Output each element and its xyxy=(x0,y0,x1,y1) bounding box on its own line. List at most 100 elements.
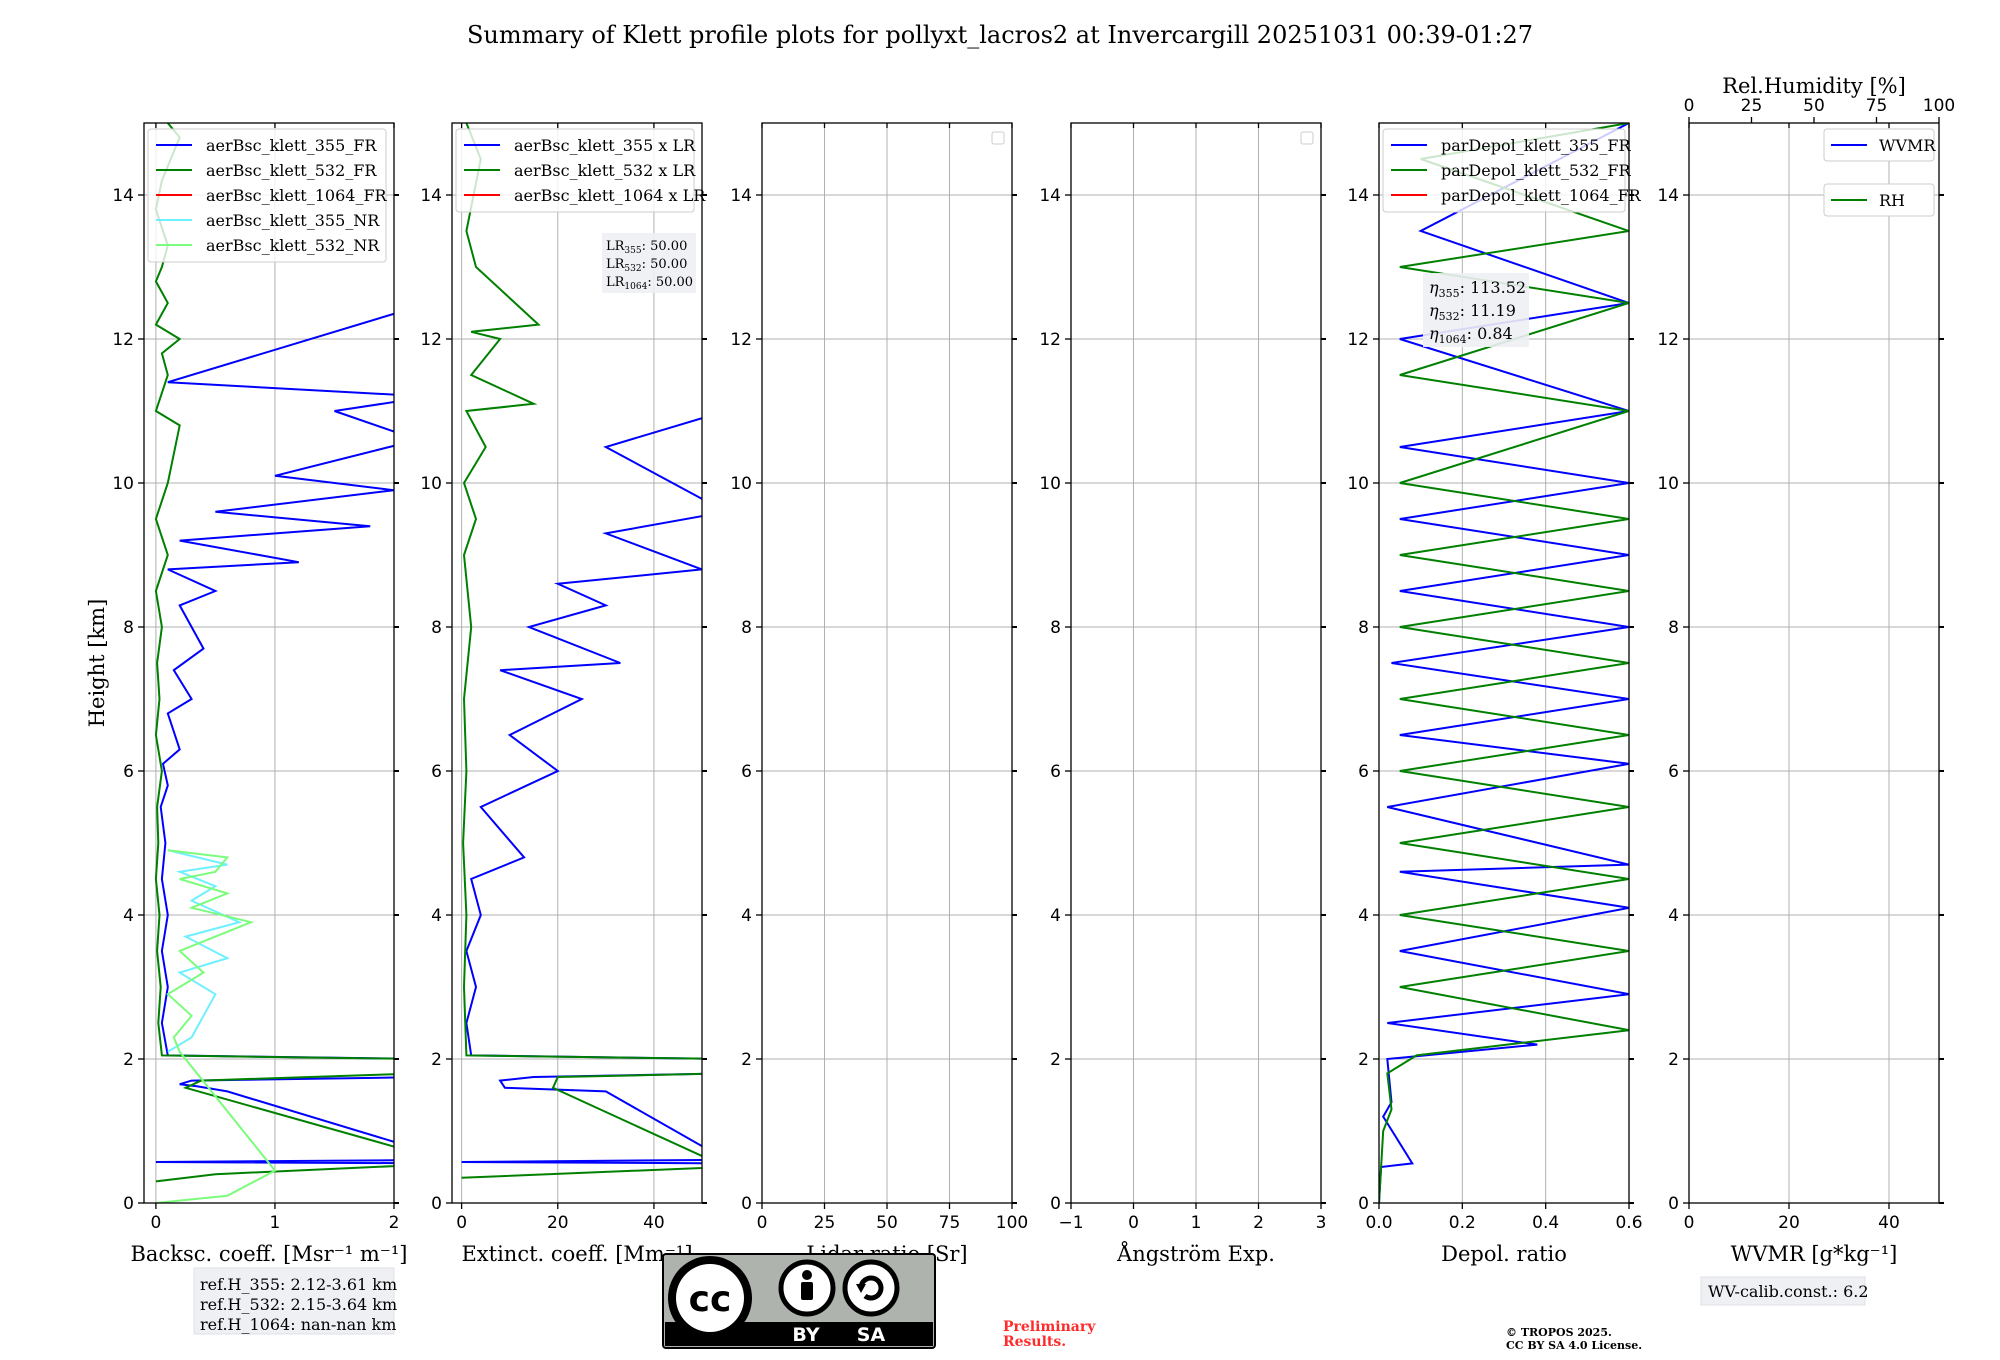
y-tick-label: 10 xyxy=(420,474,442,494)
panel-extinction: 0 20 40 0 2 4 6 8 10 12 14 Extinct. coeff. [Mm⁻¹] ae… xyxy=(420,122,707,1266)
x-axis-label: Depol. ratio xyxy=(1441,1242,1567,1266)
y-tick-label: 14 xyxy=(420,186,442,206)
axes-frame xyxy=(143,122,395,1204)
sa-share-icon xyxy=(842,1259,900,1317)
y-axis-label: Height [km] xyxy=(85,599,109,728)
series-aerBsc_klett_355_NR xyxy=(167,849,243,1053)
y-tick-label: 10 xyxy=(112,474,134,494)
x-tick-label: 0 xyxy=(757,1213,768,1233)
x-tick-label: 40 xyxy=(1878,1213,1900,1233)
y-tick-label: 8 xyxy=(1050,618,1061,638)
top-tick-label: 50 xyxy=(1803,96,1825,116)
y-tick-label: 2 xyxy=(741,1050,752,1070)
x-tick-label: 0 xyxy=(456,1213,467,1233)
lr-value: LR532: 50.00 xyxy=(606,257,687,274)
x-tick-label: 1 xyxy=(1191,1213,1202,1233)
y-tick-label: 14 xyxy=(1039,186,1061,206)
legend-label: aerBsc_klett_532_FR xyxy=(206,161,377,180)
panel-wvmr: 0 20 40 0 2 4 6 8 10 12 14 WVMR [g*kg⁻¹] 0 25 50 75 100 R… xyxy=(1657,74,1955,1266)
x-tick-label: 100 xyxy=(996,1213,1028,1233)
x-tick-label: 0.0 xyxy=(1365,1213,1392,1233)
y-tick-label: 6 xyxy=(1050,762,1061,782)
y-tick-label: 8 xyxy=(431,618,442,638)
x-axis-label: Backsc. coeff. [Msr⁻¹ m⁻¹] xyxy=(131,1242,408,1266)
empty-legend xyxy=(991,131,1005,145)
legend-label: aerBsc_klett_355 x LR xyxy=(514,136,696,155)
y-tick-label: 12 xyxy=(112,330,134,350)
y-tick-label: 4 xyxy=(741,906,752,926)
legend-label: aerBsc_klett_355_FR xyxy=(206,136,377,155)
x-tick-label: −1 xyxy=(1058,1213,1083,1233)
series-aerBsc_klett_532 x LR xyxy=(461,123,702,1179)
y-tick-label: 0 xyxy=(1668,1194,1679,1214)
y-tick-label: 10 xyxy=(1657,474,1679,494)
y-tick-label: 6 xyxy=(123,762,134,782)
y-tick-label: 6 xyxy=(1358,762,1369,782)
refheight-box: ref.H_355: 2.12-3.61 km ref.H_532: 2.15-… xyxy=(193,1267,397,1335)
y-tick-label: 0 xyxy=(741,1194,752,1214)
x-tick-label: 3 xyxy=(1316,1213,1327,1233)
series-aerBsc_klett_355_FR xyxy=(155,312,394,1165)
x-tick-label: 2 xyxy=(389,1213,400,1233)
x-tick-label: 0 xyxy=(150,1213,161,1233)
figure-title: Summary of Klett profile plots for polly… xyxy=(467,21,1533,49)
cc-license-logo: cc BY SA xyxy=(662,1253,936,1349)
y-tick-label: 2 xyxy=(1358,1050,1369,1070)
y-tick-label: 0 xyxy=(431,1194,442,1214)
by-label: BY xyxy=(792,1324,819,1346)
x-tick-label: 0 xyxy=(1684,1213,1695,1233)
legend-label: aerBsc_klett_355_NR xyxy=(206,211,380,230)
x-tick-label: 75 xyxy=(939,1213,961,1233)
series-group xyxy=(154,123,394,1203)
legend-box xyxy=(1382,128,1626,213)
lr-value: LR1064: 50.00 xyxy=(606,275,693,292)
y-tick-label: 10 xyxy=(1039,474,1061,494)
legend-box xyxy=(455,128,695,213)
y-tick-label: 14 xyxy=(112,186,134,206)
legend-label: RH xyxy=(1879,191,1905,210)
copyright-line-1: © TROPOS 2025. xyxy=(1506,1326,1612,1339)
y-tick-label: 6 xyxy=(741,762,752,782)
legend-label: parDepol_klett_532_FR xyxy=(1441,161,1632,180)
eta-value: η355: 113.52 xyxy=(1429,278,1526,300)
preliminary-label-2: Results. xyxy=(1003,1334,1066,1350)
refheight-1064: ref.H_1064: nan-nan km xyxy=(200,1315,396,1334)
legend-label: aerBsc_klett_532_NR xyxy=(206,236,380,255)
x-tick-label: 0.4 xyxy=(1532,1213,1559,1233)
series-aerBsc_klett_355 x LR xyxy=(461,417,702,1165)
y-tick-label: 12 xyxy=(1657,330,1679,350)
eta-value: η1064: 0.84 xyxy=(1429,324,1513,346)
panel-depol: 0.0 0.2 0.4 0.6 0 2 4 6 8 10 12 14 Depol. ratio parDe… xyxy=(1347,122,1643,1266)
series-aerBsc_klett_532_NR xyxy=(155,849,277,1203)
wv-calib-text: WV-calib.const.: 6.2 xyxy=(1708,1282,1869,1301)
y-tick-label: 8 xyxy=(123,618,134,638)
y-tick-label: 4 xyxy=(1050,906,1061,926)
sa-label: SA xyxy=(857,1324,886,1346)
x-tick-label: 0.2 xyxy=(1449,1213,1476,1233)
cc-logo-text: cc xyxy=(689,1279,732,1320)
x-tick-label: 40 xyxy=(643,1213,665,1233)
top-tick-label: 75 xyxy=(1866,96,1888,116)
x-tick-label: 0.6 xyxy=(1615,1213,1642,1233)
top-tick-label: 25 xyxy=(1741,96,1763,116)
legend-label: parDepol_klett_1064_FR xyxy=(1441,186,1642,205)
series-group xyxy=(461,123,702,1179)
legend-box xyxy=(1823,183,1935,217)
x-axis-label: Extinct. coeff. [Mm⁻¹] xyxy=(461,1242,692,1266)
legend: parDepol_klett_355_FR parDepol_klett_532_… xyxy=(1382,128,1642,213)
refheight-355: ref.H_355: 2.12-3.61 km xyxy=(200,1275,397,1294)
eta-value: η532: 11.19 xyxy=(1429,301,1516,323)
y-tick-label: 12 xyxy=(1347,330,1369,350)
y-tick-label: 4 xyxy=(123,906,134,926)
x-tick-label: 1 xyxy=(270,1213,281,1233)
y-tick-label: 8 xyxy=(1358,618,1369,638)
top-axis-label: Rel.Humidity [%] xyxy=(1722,74,1906,98)
y-tick-label: 4 xyxy=(1358,906,1369,926)
y-tick-label: 0 xyxy=(1050,1194,1061,1214)
x-tick-label: 25 xyxy=(814,1213,836,1233)
legend-box xyxy=(1823,128,1935,162)
